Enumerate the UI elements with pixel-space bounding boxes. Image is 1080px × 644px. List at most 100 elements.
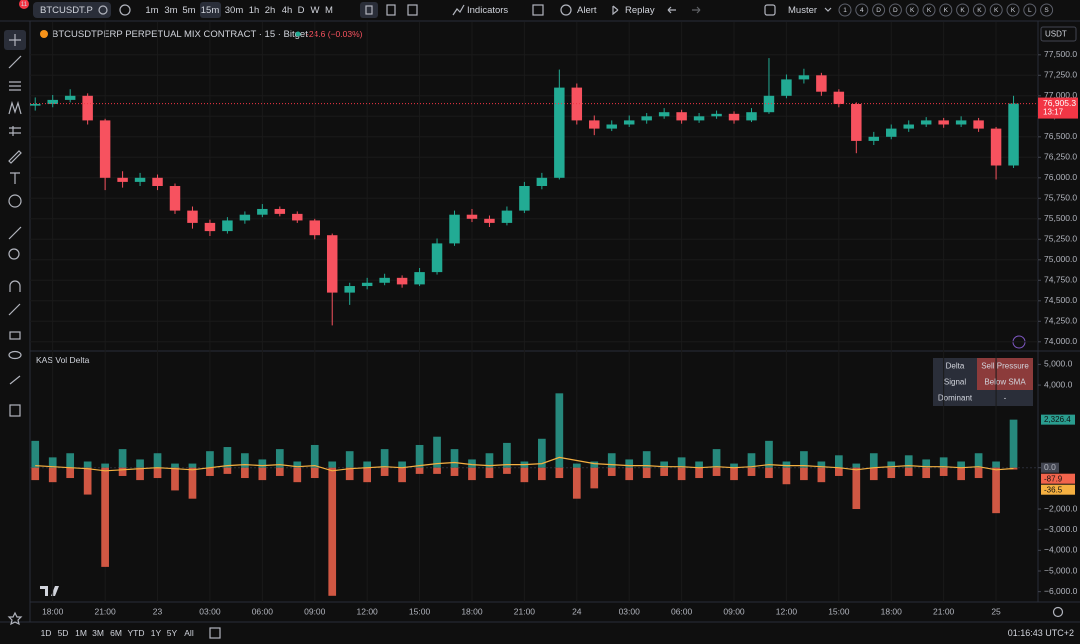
shortcut[interactable]: K	[1011, 7, 1016, 14]
symbol-box[interactable]	[33, 2, 111, 18]
crosshair-tool[interactable]	[9, 34, 21, 46]
countdown: 13:17	[1043, 108, 1064, 117]
interval[interactable]: D	[298, 5, 305, 16]
brush-tool[interactable]	[8, 150, 22, 164]
lock-tool[interactable]	[9, 331, 21, 340]
replay-button[interactable]: Replay	[625, 5, 655, 16]
shortcut[interactable]: K	[944, 7, 949, 14]
range-button[interactable]: 1D	[41, 628, 52, 638]
interval[interactable]: M	[325, 5, 333, 16]
interval[interactable]: 5m	[182, 5, 195, 16]
stay-drawing[interactable]	[8, 303, 21, 316]
alert-button[interactable]: Alert	[577, 5, 597, 16]
shortcut-circle[interactable]	[905, 3, 919, 17]
indicators-button[interactable]: Indicators	[467, 5, 508, 16]
delta-bar	[275, 467, 284, 476]
shortcut[interactable]: L	[1028, 7, 1032, 14]
layout-name[interactable]: Muster	[788, 5, 817, 16]
shortcut-circle[interactable]	[888, 3, 902, 17]
candle-body	[396, 277, 408, 285]
y-tick-label: 74,750.0	[1044, 275, 1077, 285]
redo[interactable]	[692, 6, 701, 14]
y-tick-label: 4,000.0	[1044, 379, 1073, 389]
shortcut-circle[interactable]	[1040, 3, 1054, 17]
shortcut-circle[interactable]	[838, 3, 852, 17]
shortcut-circle[interactable]	[1023, 3, 1037, 17]
range-button[interactable]: All	[184, 628, 194, 638]
shortcut-circle[interactable]	[872, 3, 886, 17]
shortcut[interactable]: K	[977, 7, 982, 14]
candle-body	[117, 177, 128, 182]
candle-body	[414, 272, 425, 285]
axis-settings[interactable]	[1052, 606, 1064, 618]
range-button[interactable]: YTD	[128, 628, 145, 638]
fib-tool[interactable]	[9, 81, 21, 91]
candle-body	[326, 235, 338, 293]
interval[interactable]: 15m	[201, 5, 220, 16]
compare-button[interactable]	[119, 4, 131, 16]
interval[interactable]: W	[311, 5, 320, 16]
magnet-tool[interactable]	[9, 280, 21, 292]
interval[interactable]: 4h	[282, 5, 293, 16]
currency-box[interactable]	[1040, 26, 1077, 42]
shortcut[interactable]: S	[1044, 7, 1049, 14]
shortcut-circle[interactable]	[972, 3, 986, 17]
interval[interactable]: 1h	[249, 5, 260, 16]
currency[interactable]: USDT	[1045, 30, 1067, 39]
delta-bar	[677, 457, 686, 468]
range-button[interactable]: 6M	[110, 628, 122, 638]
shortcut[interactable]: K	[960, 7, 965, 14]
undo[interactable]	[667, 6, 676, 14]
pattern-tool[interactable]	[8, 100, 22, 115]
link-tool[interactable]	[9, 375, 21, 385]
shortcut-circle[interactable]	[939, 3, 953, 17]
shortcut[interactable]: D	[876, 7, 881, 14]
shortcut[interactable]: K	[910, 7, 915, 14]
delta-bar	[572, 467, 581, 499]
y-tick-label: 77,500.0	[1044, 49, 1077, 59]
ruler-tool[interactable]	[8, 226, 22, 240]
range-button[interactable]: 1M	[75, 628, 87, 638]
zoom-tool[interactable]	[8, 248, 20, 260]
shortcut[interactable]: 1	[843, 7, 847, 14]
delta-bar	[415, 467, 424, 474]
delete-tool[interactable]	[9, 404, 21, 417]
indicators-icon	[452, 4, 465, 16]
shortcut-circle[interactable]	[956, 3, 970, 17]
date-range-icon[interactable]	[209, 627, 221, 639]
delta-bar	[817, 467, 826, 483]
symbol[interactable]: BTCUSDT.P	[40, 5, 93, 16]
candle-body	[938, 120, 949, 125]
layout-caret[interactable]	[824, 7, 832, 12]
interval[interactable]: 1m	[145, 5, 158, 16]
text-tool[interactable]	[10, 172, 20, 184]
chart-type-button[interactable]	[360, 2, 378, 18]
delta-bar	[869, 467, 878, 481]
delta-bar	[625, 459, 634, 468]
interval[interactable]: 2h	[265, 5, 276, 16]
shortcut-circle[interactable]	[1006, 3, 1020, 17]
shortcut[interactable]: D	[893, 7, 898, 14]
range-button[interactable]: 5Y	[167, 628, 178, 638]
shortcut-circle[interactable]	[922, 3, 936, 17]
shortcut[interactable]: 4	[860, 7, 864, 14]
range-button[interactable]: 5D	[58, 628, 69, 638]
interval[interactable]: 3m	[164, 5, 177, 16]
watchlist-star[interactable]	[7, 611, 23, 626]
range-button[interactable]: 3M	[92, 628, 104, 638]
shortcut[interactable]: K	[994, 7, 999, 14]
shortcut-circle[interactable]	[855, 3, 869, 17]
line-tool[interactable]	[8, 55, 22, 69]
shortcut[interactable]: K	[927, 7, 932, 14]
delta-bar	[415, 444, 424, 468]
templates-icon[interactable]	[532, 4, 544, 16]
layout-checkbox[interactable]	[764, 4, 776, 16]
shortcut-circle[interactable]	[989, 3, 1003, 17]
hide-tool[interactable]	[8, 350, 22, 360]
delta-bar	[258, 459, 267, 468]
delta-bar	[817, 461, 826, 468]
forecast-tool[interactable]	[9, 126, 21, 136]
emoji-tool[interactable]	[8, 194, 22, 208]
range-button[interactable]: 1Y	[151, 628, 162, 638]
interval[interactable]: 30m	[225, 5, 244, 16]
